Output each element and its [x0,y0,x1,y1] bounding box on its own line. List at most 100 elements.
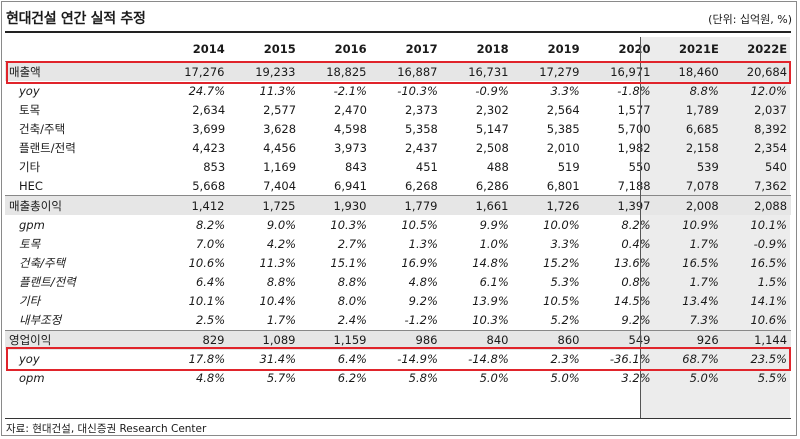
table-cell: 5.7% [266,371,297,386]
column-header: 2014 [192,42,225,56]
table-cell: 8.2% [195,217,226,232]
table-cell: -14.9% [397,352,438,367]
row-label: gpm [19,217,45,232]
table-cell: -0.9% [475,83,509,98]
table-cell: 15.2% [543,255,580,270]
table-cell: 15.1% [330,255,367,270]
table-cell: 2,010 [546,140,580,155]
table-cell: 2,354 [754,140,787,155]
table-cell: 3,628 [263,121,297,136]
table-cell: 926 [696,333,719,348]
table-cell: 2,088 [754,198,788,213]
table-cell: 10.4% [259,294,297,309]
table-cell: 9.9% [479,217,509,232]
table-cell: 550 [584,160,655,174]
table-cell: 4,423 [192,140,226,155]
column-header: 2015 [263,42,296,56]
row-label: yoy [19,83,40,98]
table-cell: 1,577 [617,102,651,117]
table-cell: 0.8% [621,275,651,290]
table-cell: 5.0% [689,371,719,386]
operating-profit-highlight-box [6,347,791,371]
table-cell: 2,302 [475,102,509,117]
table-cell: 14.5% [614,294,651,309]
table-cell: 4.2% [266,236,297,251]
table-cell: 5.3% [550,275,580,290]
table-cell: 986 [415,333,438,348]
header-row: 2014 2015 2016 2017 2018 2019 2020 2021E… [5,37,791,62]
column-header: 2022E [747,42,788,56]
table-cell: 843 [345,159,367,174]
table-cell: 519 [557,159,580,174]
table-cell: 2.5% [195,313,226,328]
table-cell: 7,188 [617,178,651,193]
table-cell: 16,731 [468,64,509,79]
row-revenue: 매출액 17,276 19,233 18,825 16,887 16,731 17,279 1… [5,62,791,82]
table-cell: -14.8% [468,352,509,367]
estimate-columns-shade [640,37,790,418]
table-cell: 6.4% [337,352,367,367]
table-cell: 5.0% [550,371,580,386]
table-cell: 5.0% [479,371,509,386]
table-cell: 2,437 [404,140,438,155]
table-cell: 13.9% [472,294,509,309]
row-revenue-yoy: yoy 24.7% 11.3% -2.1% -10.3% -0.9% 3.3% -1.8% 8.… [5,81,791,100]
row-gpm: gpm 8.2% 9.0% 10.3% 10.5% 9.9% 10.0% 8.2% 10.9% 1… [5,215,791,234]
table-body: 매출액 17,276 19,233 18,825 16,887 16,731 17,279 1… [5,62,791,388]
table-cell: 1,412 [191,198,225,213]
table-cell: 1,725 [262,198,296,213]
table-cell: 860 [557,333,580,348]
row-opm: opm 4.8% 5.7% 6.2% 5.8% 5.0% 5.0% 3.2% 5.0% 5.5% [5,369,791,388]
table-cell: 3.3% [550,83,580,98]
earnings-table: 2014 2015 2016 2017 2018 2019 2020 2021E… [5,37,791,388]
row-label: 플랜트/전력 [19,140,76,155]
table-cell: 1.5% [757,275,787,290]
table-cell: 23.5% [750,352,787,367]
table-cell: 4.8% [408,275,438,290]
table-cell: 8.8% [266,275,297,290]
table-cell: 5,358 [404,121,438,136]
column-header: 2018 [476,42,509,56]
table-cell: 1,726 [546,198,580,213]
table-cell: 10.5% [401,217,438,232]
table-cell: 5,668 [192,178,226,193]
row-label: opm [19,371,45,386]
table-cell: 6.2% [337,371,367,386]
table-cell: 14.1% [750,294,787,309]
table-row: 기타 853 1,169 843 451 488 519 550 539 540 [5,157,791,176]
table-cell: 2,564 [546,102,580,117]
table-cell: 8,392 [754,121,787,136]
table-cell: 13.6% [614,255,651,270]
table-cell: 5.5% [757,371,787,386]
table-cell: 853 [203,159,226,174]
table-cell: 1,930 [333,198,367,213]
table-cell: 5.8% [408,371,438,386]
table-cell: 488 [486,159,509,174]
table-cell: 2.7% [337,236,367,251]
table-cell: 1.3% [408,236,438,251]
table-cell: 10.6% [188,255,226,270]
table-cell: 9.0% [266,217,297,232]
table-cell: -0.9% [753,236,787,251]
row-label: 건축/주택 [19,121,66,136]
row-label: 기타 [19,294,41,309]
table-cell: 3.3% [550,236,580,251]
table-cell: 16,887 [397,64,438,79]
table-cell: 16.5% [682,255,719,270]
estimate-divider [640,37,641,418]
table-cell: 10.9% [682,217,719,232]
table-cell: 4,456 [263,140,297,155]
table-cell: 31.4% [259,352,297,367]
table-cell: 1,982 [617,140,651,155]
table-cell: 16.9% [401,255,438,270]
table-row: 토목 2,634 2,577 2,470 2,373 2,302 2,564 1,577 1,7… [5,100,791,119]
table-cell: 10.5% [543,294,580,309]
table-cell: 829 [202,333,225,348]
table-cell: 2,470 [334,102,367,117]
table-cell: 17.8% [188,352,226,367]
table-cell: 11.3% [259,255,297,270]
row-label: 내부조정 [19,313,62,328]
table-row: 토목 7.0% 4.2% 2.7% 1.3% 1.0% 3.3% 0.4% 1.7% -0.9% [5,234,791,253]
table-cell: 6,286 [475,178,509,193]
